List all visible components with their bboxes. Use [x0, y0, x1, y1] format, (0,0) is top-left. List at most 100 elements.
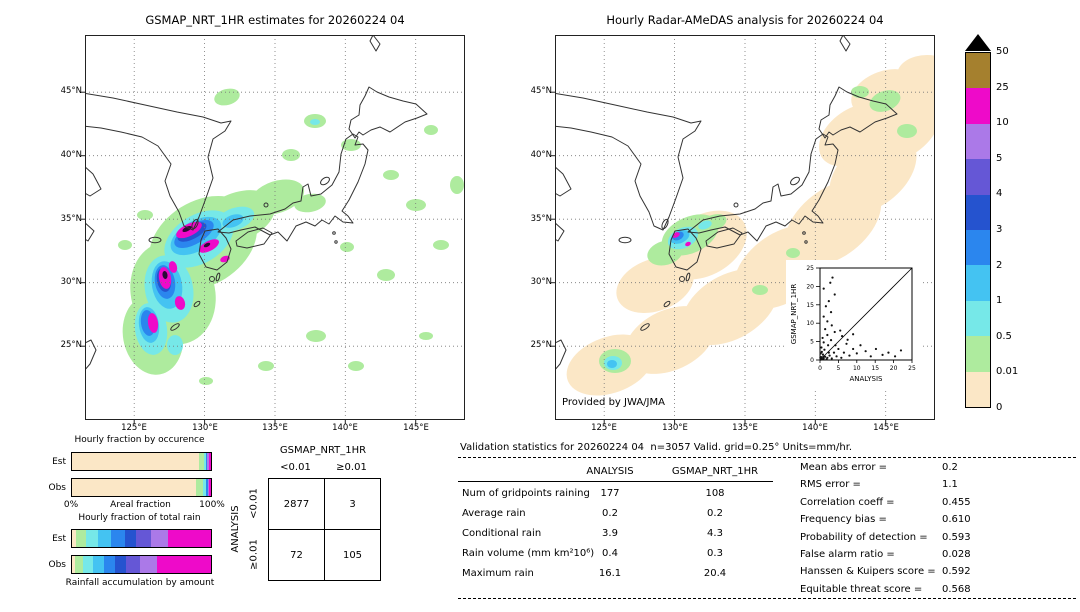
colorbar-segments — [965, 52, 991, 408]
gsmap-precipitation-overlay — [118, 88, 464, 385]
stat-row-label: Conditional rain — [462, 528, 542, 539]
occurrence-axis-label: Areal fraction — [110, 500, 171, 510]
svg-text:5: 5 — [836, 365, 840, 372]
contingency-cell: 3 — [325, 479, 380, 529]
contingency-col-header: <0.01 — [280, 462, 311, 473]
svg-text:15: 15 — [806, 302, 814, 309]
colorbar-label: 4 — [996, 188, 1003, 200]
svg-text:10: 10 — [806, 320, 814, 327]
divider — [458, 457, 1076, 458]
y-tick-label: 40°N — [530, 150, 552, 160]
x-tick-label: 140°E — [802, 423, 828, 433]
contingency-row-group: ANALYSIS — [230, 505, 241, 553]
x-tick-label: 145°E — [403, 423, 429, 433]
contingency-row-header: <0.01 — [248, 488, 260, 519]
colorbar-labels: 50 25 10 5 4 3 2 1 0.5 0.01 0 — [996, 46, 1032, 413]
y-tick-label: 35°N — [530, 214, 552, 224]
colorbar-label: 0 — [996, 402, 1003, 413]
y-tick-label: 45°N — [60, 86, 82, 96]
colorbar-label: 1 — [996, 295, 1003, 307]
occurrence-axis-100: 100% — [199, 500, 225, 510]
x-tick-label: 140°E — [332, 423, 358, 433]
svg-text:15: 15 — [871, 365, 879, 372]
occurrence-est-bar — [71, 452, 212, 471]
gsmap-precipitation-map — [81, 35, 465, 424]
stat-value: 0.2 — [707, 508, 723, 519]
y-tick-label: 30°N — [530, 277, 552, 287]
stat-row-label: Maximum rain — [462, 568, 534, 579]
metric-value: 0.028 — [942, 549, 971, 560]
scatter-points — [819, 276, 903, 361]
y-tick-label: 30°N — [60, 277, 82, 287]
radar-precipitation-overlay — [566, 55, 935, 396]
inset-y-tick-labels: 0 5 10 15 20 25 — [806, 265, 814, 364]
contingency-col-header: ≥0.01 — [336, 462, 367, 473]
stat-value: 0.2 — [602, 508, 618, 519]
stats-title: Validation statistics for 20260224 04 n=… — [460, 442, 853, 453]
x-tick-label: 130°E — [192, 423, 218, 433]
contingency-cell: 2877 — [269, 479, 324, 529]
divider — [458, 481, 773, 482]
stat-row-label: Num of gridpoints raining — [462, 488, 590, 499]
stat-value: 177 — [600, 488, 620, 499]
occurrence-obs-bar — [71, 478, 212, 497]
metric-row: RMS error = 1.1 — [800, 479, 958, 490]
contingency-cell: 105 — [325, 530, 380, 580]
stat-value: 4.3 — [707, 528, 723, 539]
stats-col-gsmap: GSMAP_NRT_1HR — [671, 466, 759, 477]
stats-col-analysis: ANALYSIS — [586, 466, 634, 477]
metric-row: Frequency bias = 0.610 — [800, 514, 971, 525]
data-credit: Provided by JWA/JMA — [562, 397, 665, 408]
metric-value: 1.1 — [942, 479, 958, 490]
x-tick-label: 145°E — [873, 423, 899, 433]
metric-row: Probability of detection = 0.593 — [800, 532, 971, 543]
stat-value: 0.4 — [602, 548, 618, 559]
axis-tick-marks — [81, 91, 417, 424]
inset-tick-marks — [816, 267, 913, 363]
metric-row: Equitable threat score = 0.568 — [800, 584, 971, 595]
x-tick-label: 125°E — [121, 423, 147, 433]
svg-text:0: 0 — [818, 365, 822, 372]
stat-value: 0.3 — [707, 548, 723, 559]
totalrain-chart-title: Hourly fraction of total rain — [78, 513, 201, 523]
occurrence-chart-title: Hourly fraction by occurence — [74, 435, 205, 445]
metric-row: Correlation coeff = 0.455 — [800, 497, 971, 508]
y-tick-label: 25°N — [60, 340, 82, 350]
x-tick-label: 125°E — [591, 423, 617, 433]
row-label-est: Est — [52, 534, 66, 544]
colorbar-label: 0.5 — [996, 330, 1012, 342]
inset-scatter-plot: 0 5 10 15 20 25 0 5 10 15 20 25 ANALYSIS… — [786, 260, 920, 390]
colorbar-label: 2 — [996, 259, 1003, 271]
divider — [458, 598, 1076, 599]
svg-text:25: 25 — [908, 365, 916, 372]
metric-value: 0.568 — [942, 584, 971, 595]
svg-text:20: 20 — [806, 283, 814, 290]
stat-value: 108 — [705, 488, 725, 499]
totalrain-obs-bar — [71, 555, 212, 574]
contingency-cell: 72 — [269, 530, 324, 580]
x-tick-label: 135°E — [732, 423, 758, 433]
inset-x-tick-labels: 0 5 10 15 20 25 — [818, 365, 916, 372]
y-tick-label: 45°N — [530, 86, 552, 96]
contingency-row-header: ≥0.01 — [248, 539, 260, 570]
metric-row: Hanssen & Kuipers score = 0.592 — [800, 566, 971, 577]
stat-value: 16.1 — [598, 568, 622, 579]
metric-value: 0.593 — [942, 532, 971, 543]
y-tick-label: 40°N — [60, 150, 82, 160]
colorbar-label: 10 — [996, 117, 1009, 129]
inset-y-axis-label: GSMAP_NRT_1HR — [790, 284, 798, 345]
colorbar-label: 5 — [996, 152, 1003, 164]
metric-row: Mean abs error = 0.2 — [800, 462, 958, 473]
contingency-column-group: GSMAP_NRT_1HR — [279, 445, 367, 456]
stat-row-label: Rain volume (mm km²10⁶) — [462, 548, 595, 559]
occurrence-axis-0: 0% — [63, 500, 79, 510]
svg-text:25: 25 — [806, 265, 814, 272]
map-frame — [85, 35, 465, 420]
stat-row-label: Average rain — [462, 508, 526, 519]
colorbar-label: 3 — [996, 224, 1003, 235]
svg-text:0: 0 — [810, 357, 814, 364]
metric-value: 0.592 — [942, 566, 971, 577]
row-label-obs: Obs — [48, 483, 67, 493]
colorbar-label: 50 — [996, 46, 1009, 57]
